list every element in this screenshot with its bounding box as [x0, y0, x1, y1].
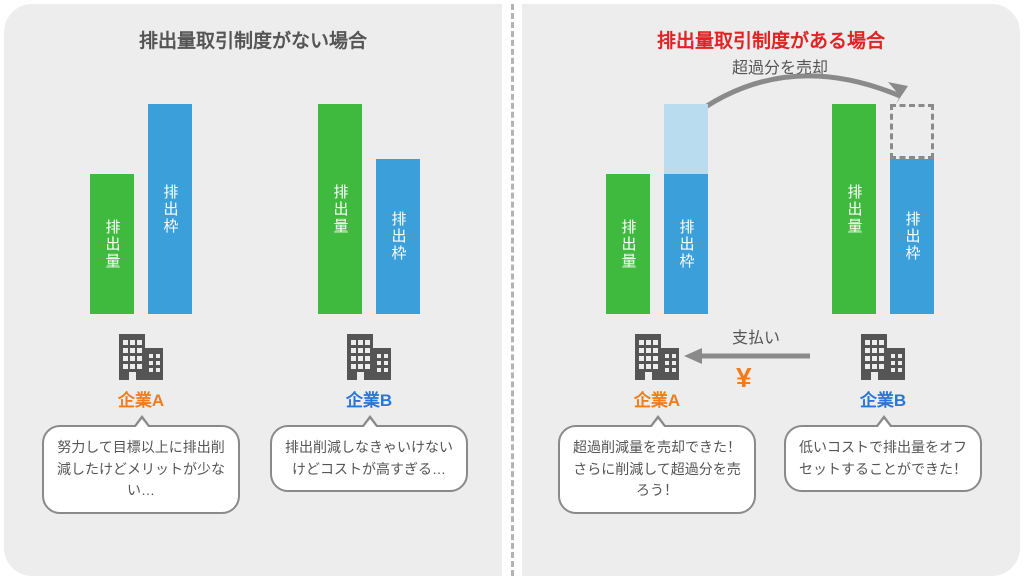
- bar-label: 排出量: [844, 184, 865, 235]
- bar-emission-b-right: 排出量: [832, 104, 876, 314]
- bar-label: 排出枠: [388, 211, 409, 262]
- bar-emission-a-left: 排出量: [90, 174, 134, 314]
- dashed-box-purchase: [890, 104, 934, 159]
- title-right: 排出量取引制度がある場合: [522, 26, 1020, 53]
- bar-quota-b-left: 排出枠: [376, 159, 420, 314]
- bar-label: 排出量: [102, 219, 123, 270]
- company-b-right: 排出量 排出枠 企業B 低いコストで排出量をオフセットすることができた！: [778, 84, 988, 492]
- company-name: 企業B: [778, 386, 988, 411]
- chart-b-right: 排出量 排出枠: [778, 84, 988, 314]
- bar-emission-b-left: 排出量: [318, 104, 362, 314]
- speech-bubble: 排出削減しなきゃいけないけどコストが高すぎる…: [270, 425, 468, 492]
- bar-quota-a-right: 排出枠: [664, 174, 708, 314]
- company-name: 企業B: [264, 386, 474, 411]
- building-icon: [341, 332, 397, 380]
- company-b-left: 排出量 排出枠 企業B 排出削減しなきゃいけないけどコストが高すぎる…: [264, 84, 474, 492]
- bar-quota-a-left: 排出枠: [148, 104, 192, 314]
- company-a-right: 排出量 排出枠 企業A 超過削減量を売却できた！さらに削減して超過分を売ろう！: [552, 84, 762, 514]
- bar-label: 排出枠: [902, 211, 923, 262]
- divider: [511, 4, 514, 576]
- building-icon: [629, 332, 685, 380]
- chart-a-left: 排出量 排出枠: [36, 84, 246, 314]
- speech-bubble: 低いコストで排出量をオフセットすることができた！: [784, 425, 982, 492]
- bar-label: 排出量: [330, 184, 351, 235]
- panel-without-trading: 排出量取引制度がない場合 排出量 排出枠 企業A 努力して目標以上に排出削減した…: [4, 4, 502, 576]
- yen-icon: ¥: [736, 362, 752, 394]
- bar-quota-b-right: 排出枠: [890, 159, 934, 314]
- bar-label: 排出量: [618, 219, 639, 270]
- bar-emission-a-right: 排出量: [606, 174, 650, 314]
- chart-b-left: 排出量 排出枠: [264, 84, 474, 314]
- speech-bubble: 超過削減量を売却できた！さらに削減して超過分を売ろう！: [558, 425, 756, 514]
- company-a-left: 排出量 排出枠 企業A 努力して目標以上に排出削減したけどメリットが少ない…: [36, 84, 246, 514]
- panel-with-trading: 排出量取引制度がある場合 超過分を売却 排出量 排出枠: [522, 4, 1020, 576]
- bar-label: 排出枠: [676, 219, 697, 270]
- building-icon: [113, 332, 169, 380]
- bar-label: 排出枠: [160, 184, 181, 235]
- company-name: 企業A: [36, 386, 246, 411]
- payment-label: 支払い: [732, 324, 780, 348]
- company-name: 企業A: [552, 386, 762, 411]
- speech-bubble: 努力して目標以上に排出削減したけどメリットが少ない…: [42, 425, 240, 514]
- chart-a-right: 排出量 排出枠: [552, 84, 762, 314]
- building-icon: [855, 332, 911, 380]
- title-left: 排出量取引制度がない場合: [4, 26, 502, 53]
